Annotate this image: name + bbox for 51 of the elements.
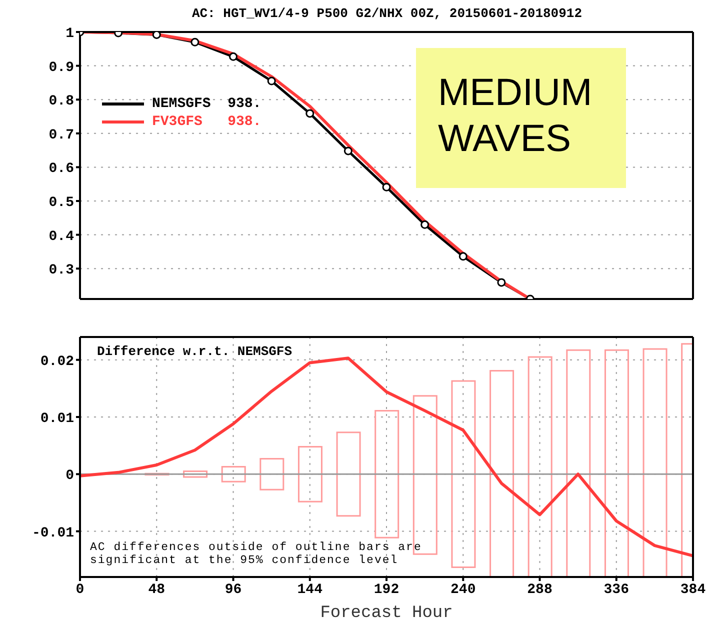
x-tick-label: 192	[374, 582, 400, 598]
point	[382, 182, 391, 192]
bar	[642, 348, 668, 577]
point	[152, 32, 161, 39]
bar	[528, 356, 552, 577]
y-tick-label: 0.01	[40, 410, 74, 427]
x-tick-label: 336	[604, 582, 629, 598]
legend-label: NEMSGFS 938.	[152, 96, 262, 112]
annotation: MEDIUM WAVES	[416, 48, 626, 188]
bar	[298, 446, 322, 502]
bar	[490, 370, 514, 577]
point	[458, 252, 468, 261]
legend-label: FV3GFS 938.	[152, 114, 262, 130]
point	[229, 52, 238, 61]
point	[267, 76, 276, 86]
x-tick-label: 144	[297, 582, 322, 598]
y-tick-label: 0.6	[48, 161, 74, 178]
y-tick-label: 0.02	[40, 354, 74, 370]
bar	[374, 410, 400, 538]
y-tick-label: -0.01	[32, 525, 74, 542]
bar	[260, 458, 284, 490]
point	[190, 38, 200, 46]
y-tick-label: 0.7	[48, 127, 74, 144]
y-tick-label: 1	[66, 26, 74, 42]
y-tick-label: 0.8	[48, 94, 74, 110]
x-tick-label: 96	[224, 582, 242, 598]
chart-title: AC: HGT_WV1/4-9 P500 G2/NHX 00Z, 20150601-20180912	[190, 6, 584, 21]
point	[420, 220, 430, 229]
bar	[604, 349, 629, 577]
point	[497, 278, 506, 287]
y-tick-label: 0.4	[48, 228, 74, 245]
bar	[336, 432, 361, 517]
point	[344, 146, 352, 156]
bar	[183, 470, 208, 478]
x-tick-label: 384	[680, 582, 706, 598]
point	[306, 109, 314, 118]
annotation: Difference w.r.t. NEMSGFS	[97, 344, 292, 359]
bar	[566, 349, 591, 577]
x-tick-label: 288	[527, 582, 552, 598]
x-tick-label: 48	[148, 582, 166, 598]
bar	[451, 380, 476, 568]
bar	[221, 466, 246, 482]
y-tick-label: 0.9	[48, 60, 74, 76]
y-tick-label: 0	[66, 468, 74, 484]
bar	[144, 472, 170, 476]
x-tick-label: 240	[450, 582, 476, 598]
y-tick-label: 0.5	[48, 194, 74, 211]
annotation: AC differences outside of outline bars are significant at the 95% confidence level	[90, 541, 423, 567]
x-axis-title: Forecast Hour	[320, 604, 453, 621]
x-tick-label: 0	[76, 582, 84, 598]
y-tick-label: 0.3	[48, 262, 74, 279]
